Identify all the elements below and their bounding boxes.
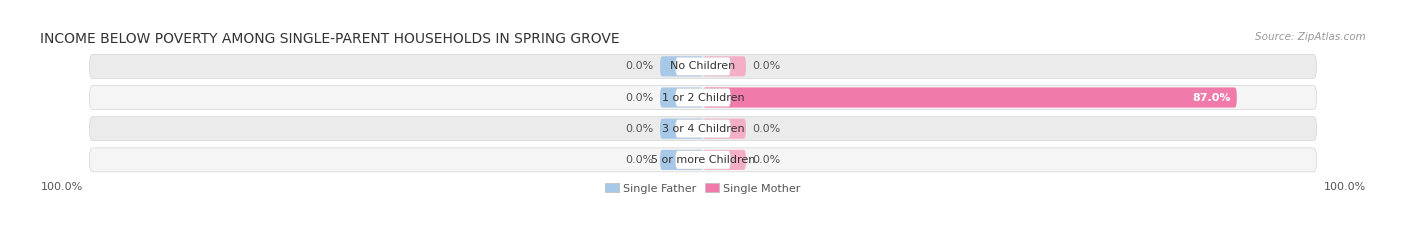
Text: 0.0%: 0.0% — [752, 124, 780, 134]
FancyBboxPatch shape — [675, 151, 731, 169]
Text: 100.0%: 100.0% — [41, 182, 83, 192]
FancyBboxPatch shape — [659, 87, 703, 108]
FancyBboxPatch shape — [703, 150, 747, 170]
Text: Source: ZipAtlas.com: Source: ZipAtlas.com — [1256, 31, 1365, 41]
FancyBboxPatch shape — [703, 87, 1237, 108]
Text: 0.0%: 0.0% — [752, 155, 780, 165]
Text: 0.0%: 0.0% — [626, 61, 654, 71]
FancyBboxPatch shape — [675, 120, 731, 138]
Text: No Children: No Children — [671, 61, 735, 71]
Text: 0.0%: 0.0% — [626, 124, 654, 134]
Text: 5 or more Children: 5 or more Children — [651, 155, 755, 165]
FancyBboxPatch shape — [659, 56, 703, 76]
Legend: Single Father, Single Mother: Single Father, Single Mother — [606, 183, 800, 194]
Text: 1 or 2 Children: 1 or 2 Children — [662, 93, 744, 103]
FancyBboxPatch shape — [703, 56, 747, 76]
Text: INCOME BELOW POVERTY AMONG SINGLE-PARENT HOUSEHOLDS IN SPRING GROVE: INCOME BELOW POVERTY AMONG SINGLE-PARENT… — [41, 31, 620, 46]
FancyBboxPatch shape — [659, 150, 703, 170]
Text: 100.0%: 100.0% — [1323, 182, 1365, 192]
FancyBboxPatch shape — [659, 119, 703, 139]
FancyBboxPatch shape — [703, 119, 747, 139]
Text: 87.0%: 87.0% — [1192, 93, 1230, 103]
FancyBboxPatch shape — [675, 57, 731, 75]
Text: 0.0%: 0.0% — [626, 155, 654, 165]
Text: 0.0%: 0.0% — [752, 61, 780, 71]
Text: 3 or 4 Children: 3 or 4 Children — [662, 124, 744, 134]
FancyBboxPatch shape — [675, 88, 731, 107]
FancyBboxPatch shape — [90, 117, 1316, 141]
Text: 0.0%: 0.0% — [626, 93, 654, 103]
FancyBboxPatch shape — [90, 86, 1316, 110]
FancyBboxPatch shape — [90, 148, 1316, 172]
FancyBboxPatch shape — [90, 54, 1316, 78]
